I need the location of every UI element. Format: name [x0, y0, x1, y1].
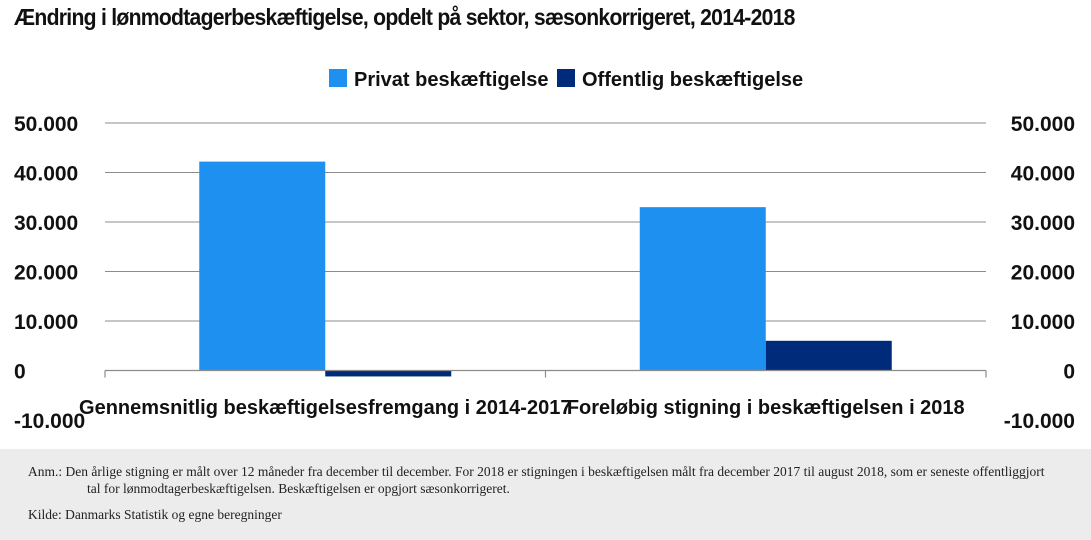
bar-offentlig-2 — [765, 340, 892, 371]
legend-swatch — [329, 69, 347, 87]
bar-chart: -10.000 0 10.000 20.000 30.000 40.000 50.000 -… — [14, 69, 1075, 433]
chart-title: Ændring i lønmodtagerbeskæftigelse, opde… — [14, 4, 795, 30]
y-axis-right: -10.000 0 10.000 20.000 30.000 40.000 50.000 — [1004, 113, 1075, 433]
bars — [199, 161, 892, 377]
y-tick-label-right: -10.000 — [1004, 410, 1075, 433]
bar-privat-2 — [639, 207, 766, 371]
category-labels: Gennemsnitlig beskæftigelsesfremgang i 2… — [79, 397, 965, 419]
y-tick-label-left: -10.000 — [14, 410, 85, 433]
category-label: Gennemsnitlig beskæftigelsesfremgang i 2… — [79, 397, 571, 419]
bar-privat-1 — [199, 161, 326, 371]
y-tick-label-left: 30.000 — [14, 212, 78, 235]
legend-label: Privat beskæftigelse — [354, 69, 549, 91]
bar-offentlig-1 — [325, 370, 452, 377]
y-tick-label-right: 50.000 — [1011, 113, 1075, 136]
y-tick-label-right: 0 — [1063, 361, 1075, 384]
x-axis — [104, 369, 987, 378]
y-tick-label-left: 20.000 — [14, 262, 78, 285]
y-tick-label-right: 30.000 — [1011, 212, 1075, 235]
note-text: Anm.: Den årlige stigning er målt over 1… — [28, 464, 1045, 496]
category-label: Foreløbig stigning i beskæftigelsen i 20… — [567, 397, 965, 419]
legend: Privat beskæftigelse Offentlig beskæftige… — [329, 69, 803, 91]
y-tick-label-left: 50.000 — [14, 113, 78, 136]
legend-label: Offentlig beskæftigelse — [582, 69, 803, 91]
y-axis-left: -10.000 0 10.000 20.000 30.000 40.000 50.000 — [14, 113, 85, 433]
y-tick-label-left: 40.000 — [14, 163, 78, 186]
source-text: Kilde: Danmarks Statistik og egne beregn… — [28, 507, 282, 522]
y-tick-label-right: 20.000 — [1011, 262, 1075, 285]
notes-panel: Anm.: Den årlige stigning er målt over 1… — [0, 449, 1091, 540]
legend-swatch — [557, 69, 575, 87]
y-tick-label-left: 0 — [14, 361, 26, 384]
y-tick-label-left: 10.000 — [14, 311, 78, 334]
y-tick-label-right: 40.000 — [1011, 163, 1075, 186]
y-tick-label-right: 10.000 — [1011, 311, 1075, 334]
